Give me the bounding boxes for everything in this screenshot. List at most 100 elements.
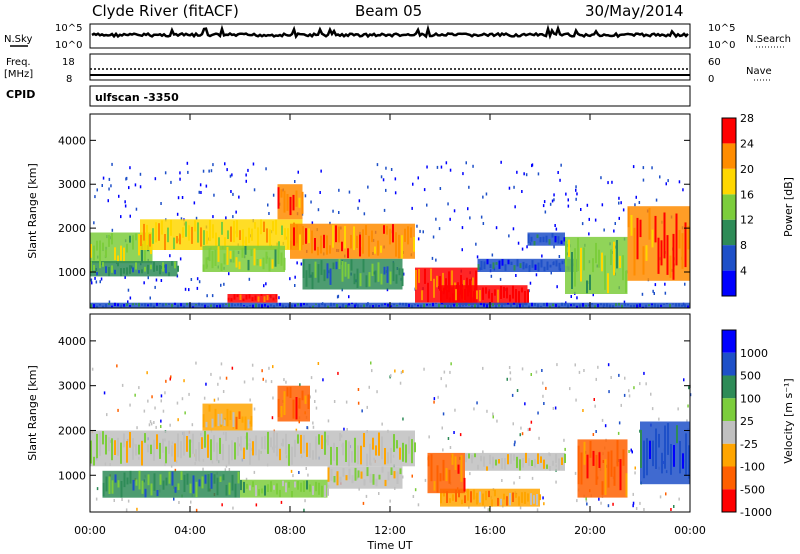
y-axis-title: Slant Range [km] (26, 163, 39, 259)
band-strip (317, 246, 319, 256)
band-strip (223, 253, 226, 265)
speckle (271, 416, 274, 420)
band-strip (96, 433, 98, 459)
band-strip (630, 304, 632, 308)
band-strip (141, 480, 144, 494)
speckle (232, 215, 234, 219)
band-strip (619, 459, 622, 491)
band-strip (495, 305, 497, 308)
band-strip (463, 477, 466, 492)
speckle (620, 403, 622, 407)
band-strip (320, 235, 322, 254)
band-strip (468, 453, 470, 459)
band-strip (642, 306, 644, 308)
speckle (531, 476, 534, 480)
y-tick-label: 2000 (58, 424, 86, 437)
band-strip (368, 235, 370, 257)
band-strip (625, 473, 628, 497)
speckle (520, 426, 522, 430)
band-strip (525, 452, 527, 463)
speckle (623, 300, 626, 304)
band-strip (456, 303, 458, 307)
speckle (521, 432, 524, 436)
band-strip (530, 236, 533, 242)
band-strip (324, 485, 326, 497)
speckle (443, 370, 446, 374)
speckle (643, 508, 645, 511)
band-strip (304, 395, 307, 404)
band-strip (500, 498, 502, 506)
band-strip (243, 481, 245, 493)
band-strip (521, 492, 523, 503)
speckle (121, 498, 123, 501)
band-strip (117, 303, 119, 307)
speckle (524, 402, 526, 406)
speckle (574, 471, 577, 475)
speckle (294, 284, 296, 287)
speckle (624, 376, 626, 380)
colorbar-title: Power [dB] (782, 177, 795, 237)
band-strip (589, 274, 591, 291)
speckle (638, 201, 641, 204)
band-strip (607, 451, 610, 488)
band-strip (229, 250, 232, 259)
band-strip (321, 303, 323, 305)
speckle (654, 283, 657, 287)
speckle (208, 169, 210, 173)
band-strip (586, 454, 589, 479)
band-strip (252, 441, 254, 456)
band-strip (380, 273, 383, 285)
band-strip (202, 264, 205, 272)
band-strip (283, 190, 286, 213)
band-strip (357, 470, 360, 478)
band-strip (398, 234, 400, 259)
band-strip (114, 269, 116, 275)
band-strip (262, 257, 265, 270)
band-strip (260, 219, 262, 235)
band-strip (211, 418, 214, 428)
speckle (310, 376, 313, 380)
speckle (417, 503, 420, 507)
speckle (181, 397, 184, 401)
band-strip (307, 394, 310, 409)
speckle (212, 163, 214, 167)
echo-band (202, 245, 286, 272)
speckle (376, 390, 378, 394)
speckle (222, 390, 225, 393)
band-strip (486, 259, 489, 265)
band-strip (210, 473, 213, 489)
speckle (190, 278, 193, 281)
band-strip (330, 469, 333, 481)
speckle (394, 177, 397, 181)
band-strip (657, 304, 659, 308)
speckle (231, 366, 234, 370)
speckle (290, 469, 293, 473)
speckle (550, 271, 552, 275)
band-strip (272, 221, 274, 232)
speckle (639, 429, 641, 433)
band-strip (220, 413, 223, 425)
band-strip (228, 303, 230, 307)
speckle (618, 201, 620, 205)
band-strip (270, 304, 272, 307)
band-strip (622, 449, 625, 466)
band-strip (277, 187, 280, 209)
band-fill (102, 470, 240, 498)
band-strip (679, 441, 681, 474)
speckle (129, 166, 131, 170)
speckle (238, 195, 240, 199)
band-strip (99, 432, 101, 456)
band-strip (365, 275, 368, 288)
speckle (179, 177, 181, 181)
band-strip (539, 494, 541, 501)
band-strip (123, 247, 125, 262)
band-strip (309, 306, 311, 308)
band-strip (521, 287, 523, 293)
band-strip (497, 497, 499, 506)
band-strip (645, 304, 647, 308)
speckle (607, 363, 610, 367)
band-strip (516, 305, 518, 308)
band-strip (564, 303, 566, 306)
speckle (263, 284, 265, 288)
band-strip (240, 436, 242, 451)
